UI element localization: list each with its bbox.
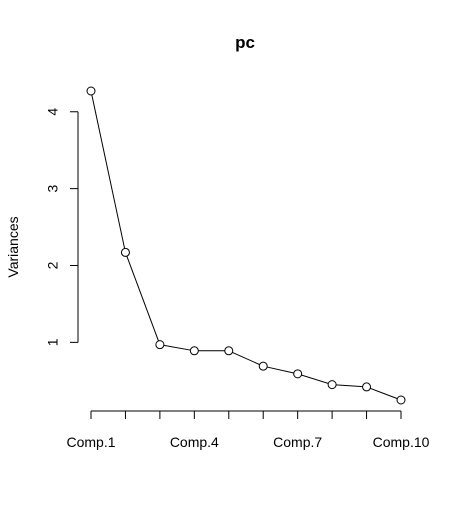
- x-tick-label: Comp.7: [273, 434, 322, 450]
- data-point: [293, 369, 303, 379]
- y-tick-label: 1: [45, 338, 61, 346]
- series-variances: [86, 86, 406, 405]
- data-point: [86, 86, 96, 96]
- series-segment: [366, 386, 402, 401]
- series-segment: [159, 344, 195, 352]
- x-tick-label: Comp.10: [373, 434, 430, 450]
- x-tick-label: Comp.1: [66, 434, 115, 450]
- data-point: [120, 247, 130, 257]
- series-segment: [332, 384, 367, 388]
- data-point: [258, 361, 268, 371]
- data-point: [362, 382, 372, 392]
- series-segment: [228, 350, 264, 367]
- x-axis: Comp.1 Comp.4 Comp.7 Comp.10: [66, 410, 430, 450]
- data-point: [327, 380, 337, 390]
- y-axis-label: Variances: [5, 216, 21, 277]
- series-segment: [297, 373, 333, 386]
- series-segment: [263, 365, 298, 375]
- data-point: [224, 346, 234, 356]
- series-segment: [90, 90, 126, 253]
- y-axis: 1 2 3 4: [45, 108, 79, 346]
- y-tick-label: 4: [45, 108, 61, 116]
- data-point: [155, 340, 165, 350]
- y-tick-label: 2: [45, 261, 61, 269]
- data-point: [189, 346, 199, 356]
- y-tick-label: 3: [45, 185, 61, 193]
- series-segment: [124, 252, 161, 345]
- x-tick-label: Comp.4: [170, 434, 219, 450]
- data-point: [396, 395, 406, 405]
- chart-title: pc: [235, 33, 255, 52]
